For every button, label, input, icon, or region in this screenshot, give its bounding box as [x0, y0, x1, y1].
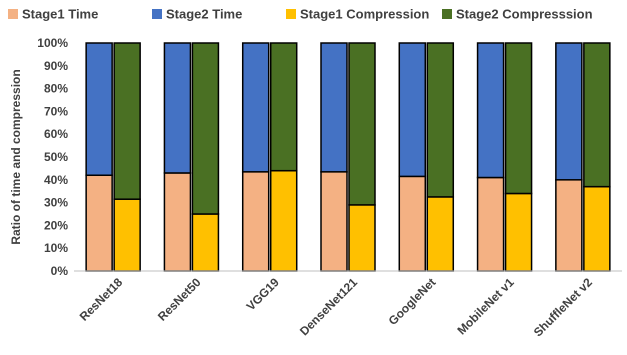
legend-swatch	[286, 9, 296, 19]
x-tick-label: VGG19	[244, 275, 282, 313]
bars	[85, 42, 611, 272]
y-tick-label: 60%	[44, 127, 68, 141]
bar-stage1-time	[241, 171, 270, 272]
x-tick-label: ResNet18	[77, 275, 126, 324]
bar-stage2-compresssion	[269, 42, 298, 172]
legend-label: Stage2 Time	[166, 7, 242, 22]
bar-stage1-compression	[426, 196, 455, 272]
y-tick-label: 10%	[44, 241, 68, 255]
y-tick-label: 0%	[51, 264, 69, 278]
y-tick-label: 40%	[44, 173, 68, 187]
y-axis-ticks: 0% 10% 20% 30% 40% 50% 60% 70% 80% 90% 100%	[37, 36, 68, 278]
bar-stage1-compression	[113, 198, 141, 272]
bar-stage2-time	[320, 42, 348, 173]
legend-label: Stage2 Compresssion	[456, 7, 593, 22]
bar-stage1-time	[555, 179, 583, 272]
bar-stage1-compression	[583, 185, 611, 272]
y-tick-label: 30%	[44, 196, 68, 210]
bar-stage1-compression	[191, 213, 220, 272]
legend: Stage1 Time Stage2 Time Stage1 Compression…	[8, 7, 593, 22]
bar-stage2-compresssion	[348, 42, 376, 206]
y-tick-label: 70%	[44, 104, 68, 118]
bar-stage2-time	[241, 42, 270, 173]
x-axis-ticks: ResNet18 ResNet50 VGG19 DenseNet121 GoogleNe…	[77, 275, 596, 339]
bar-stage2-compresssion	[113, 42, 141, 200]
x-tick-label: GoogleNet	[386, 275, 439, 328]
bar-stage1-time	[163, 172, 192, 272]
legend-swatch	[442, 9, 452, 19]
bar-stage1-compression	[348, 204, 376, 272]
bar-stage2-compresssion	[191, 42, 220, 215]
y-tick-label: 80%	[44, 82, 68, 96]
x-tick-label: MobileNet v1	[454, 275, 516, 337]
bar-stage1-time	[320, 171, 348, 272]
y-tick-label: 50%	[44, 150, 68, 164]
legend-label: Stage1 Compression	[300, 7, 429, 22]
bar-stage2-compresssion	[504, 42, 533, 195]
x-tick-label: ShuffleNet v2	[531, 275, 595, 339]
y-tick-label: 100%	[37, 36, 68, 50]
bar-stage2-time	[85, 42, 113, 176]
bar-stage1-time	[398, 175, 427, 272]
legend-swatch	[152, 9, 162, 19]
bar-stage1-compression	[269, 169, 298, 272]
x-tick-label: ResNet50	[155, 275, 204, 324]
bar-stage1-compression	[504, 192, 533, 272]
bar-stage1-time	[476, 176, 505, 272]
x-tick-label: DenseNet121	[297, 275, 360, 338]
y-tick-label: 20%	[44, 218, 68, 232]
y-axis-title: Ratio of time and compression	[9, 69, 23, 244]
bar-stage2-time	[555, 42, 583, 181]
bar-stage2-time	[163, 42, 192, 174]
bar-stage2-compresssion	[583, 42, 611, 188]
bar-stage1-time	[85, 174, 113, 272]
bar-stage2-time	[476, 42, 505, 179]
legend-swatch	[8, 9, 18, 19]
y-tick-label: 90%	[44, 59, 68, 73]
legend-label: Stage1 Time	[22, 7, 98, 22]
bar-stage2-time	[398, 42, 427, 178]
bar-stage2-compresssion	[426, 42, 455, 198]
